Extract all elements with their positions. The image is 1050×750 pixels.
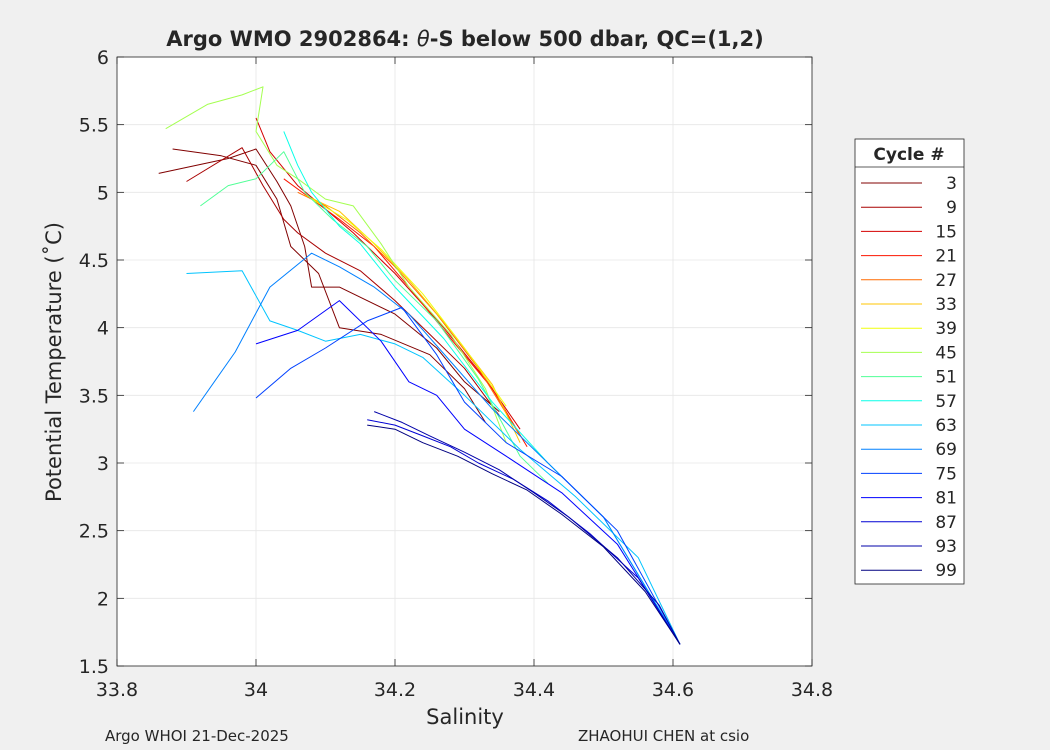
legend-label: 21 [935,247,957,267]
series-line [304,194,521,443]
legend-label: 39 [935,319,957,339]
series-line [172,148,486,423]
legend-label: 63 [935,416,957,436]
legend-label: 3 [946,174,957,194]
footer-left: Argo WHOI 21-Dec-2025 [105,727,289,745]
legend-label: 15 [935,222,957,242]
series-line [200,151,549,484]
y-tick-label: 4 [97,318,109,340]
legend-label: 51 [935,368,957,388]
chart-title-suffix: -S below 500 dbar, QC=(1,2) [430,27,764,51]
legend-label: 27 [935,271,957,291]
y-tick-label: 3.5 [79,385,109,407]
series-lines [158,86,681,645]
legend-label: 99 [935,561,957,581]
legend-label: 81 [935,489,957,509]
legend-label: 9 [946,198,957,218]
chart-title: Argo WMO 2902864: θ-S below 500 dbar, QC… [166,27,763,51]
legend-label: 87 [935,513,957,533]
series-line [186,270,681,645]
axis-ticks: 33.8 34 34.2 34.4 34.6 34.8 1.5 2 2.5 3 3.5 4 4.5 5 5.… [79,47,833,701]
series-line [255,117,521,430]
legend-title: Cycle # [873,145,944,165]
legend-label: 45 [935,343,957,363]
y-tick-label: 1.5 [79,656,109,678]
y-tick-label: 2 [97,588,109,610]
plot-frame [116,56,813,667]
x-tick-label: 34.2 [374,679,416,701]
x-tick-label: 33.8 [96,679,138,701]
footer-right: ZHAOHUI CHEN at csio [578,727,749,745]
series-line [255,300,681,645]
series-line [255,306,681,645]
legend-label: 69 [935,440,957,460]
series-line [297,191,521,437]
y-tick-label: 6 [97,47,109,69]
chart-title-prefix: Argo WMO 2902864: [166,27,417,51]
x-tick-label: 34 [244,679,268,701]
y-tick-label: 5.5 [79,115,109,137]
legend-label: 57 [935,392,957,412]
legend-box [854,138,965,585]
y-tick-label: 4.5 [79,250,109,272]
legend-label: 75 [935,464,957,484]
series-line [165,86,507,443]
series-line [374,411,681,645]
y-tick-label: 3 [97,453,109,475]
x-tick-label: 34.6 [652,679,694,701]
legend-label: 33 [935,295,957,315]
chart-title-theta: θ [417,27,430,51]
x-tick-label: 34.8 [791,679,833,701]
series-line [192,252,681,645]
series-line [186,147,500,416]
y-axis-label: Potential Temperature (˚C) [42,222,66,502]
x-axis-label: Salinity [426,705,504,729]
series-line [367,424,681,645]
plot-area [117,57,812,666]
series-line [367,419,681,645]
y-tick-label: 2.5 [79,521,109,543]
series-line [311,198,507,407]
series-line [158,148,500,412]
y-tick-label: 5 [97,182,109,204]
x-tick-label: 34.4 [513,679,555,701]
legend-label: 93 [935,537,957,557]
